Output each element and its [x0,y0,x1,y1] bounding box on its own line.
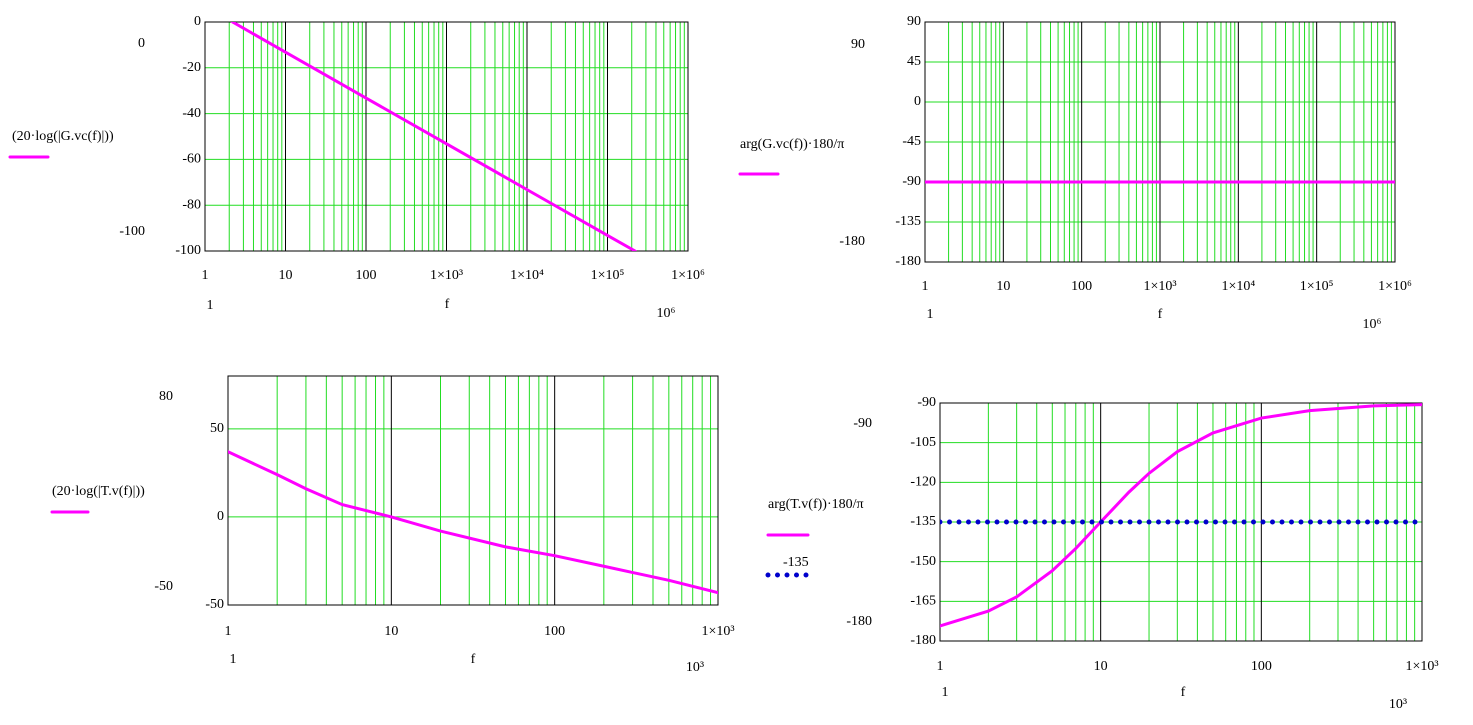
x-limit-label: 1 [942,685,949,700]
x-tick-label: 1×10³ [430,268,463,283]
y-tick-label: -40 [182,106,201,121]
x-tick-label: 100 [1071,279,1092,294]
x-tick-label: 1×10⁵ [591,268,625,283]
x-limit-label: 10⁶ [1363,317,1382,332]
x-tick-label: 1×10³ [1405,659,1438,674]
y-limit-label: 0 [138,36,145,51]
y-limit-label: -100 [119,224,145,239]
x-axis-label: f [445,297,450,312]
y-tick-label: -135 [910,514,936,529]
y-tick-label: -90 [917,395,936,410]
y-tick-label: -80 [182,197,201,212]
x-tick-label: 1 [202,268,209,283]
y-tick-label: 45 [907,54,921,69]
y-tick-label: -100 [175,243,201,258]
x-axis-label: f [1181,685,1186,700]
x-limit-label: 10³ [1389,697,1407,712]
plot-frame [924,21,1396,263]
y-tick-label: -20 [182,60,201,75]
y-tick-label: -90 [902,174,921,189]
x-limit-label: 10³ [686,660,704,675]
y-tick-label: -180 [910,633,936,648]
y-tick-label: -120 [910,475,936,490]
x-axis-label: f [471,652,476,667]
x-limit-label: 1 [230,652,237,667]
y-tick-label: 0 [217,509,224,524]
y-limit-label: -180 [846,614,872,629]
y-tick-label: 90 [907,14,921,29]
y-tick-label: 0 [914,94,921,109]
legend-label: arg(T.v(f))·180/π [768,497,864,512]
x-tick-label: 10 [1094,659,1108,674]
x-tick-label: 1×10⁴ [510,268,544,283]
legend-label: (20·log(|T.v(f)|)) [52,484,145,499]
chart: -180 -165 -150 -135 -120 -105 -90 1 10 100 1×10³ ar… [765,395,1439,712]
legend-label: -135 [783,555,809,570]
y-limit-label: 80 [159,389,173,404]
legend-label: (20·log(|G.vc(f)|)) [12,129,114,144]
x-tick-label: 1×10³ [1143,279,1176,294]
y-tick-label: -165 [910,594,936,609]
y-tick-label: 50 [210,421,224,436]
y-limit-label: -90 [853,416,872,431]
x-tick-label: 1 [937,659,944,674]
y-tick-label: -50 [205,597,224,612]
x-limit-label: 10⁶ [657,306,676,321]
y-tick-label: -60 [182,152,201,167]
y-tick-label: 0 [194,14,201,29]
y-tick-label: -45 [902,134,921,149]
x-tick-label: 100 [1251,659,1272,674]
x-tick-label: 10 [279,268,293,283]
x-tick-label: 1×10⁴ [1221,279,1255,294]
y-limit-label: 90 [851,37,865,52]
y-limit-label: -180 [839,234,865,249]
legend-label: arg(G.vc(f))·180/π [740,137,844,152]
x-tick-label: 100 [356,268,377,283]
x-tick-label: 100 [544,624,565,639]
y-tick-label: -150 [910,554,936,569]
y-tick-label: -105 [910,435,936,450]
chart: -50 0 50 1 10 100 1×10³ (20·log(|T.v(f)|)) -50 80… [50,375,735,675]
y-tick-label: -135 [895,214,921,229]
data-line [940,403,1422,628]
x-tick-label: 1 [922,279,929,294]
plot-frame [204,21,689,252]
x-axis-label: f [1158,307,1163,322]
plot-frame [227,375,719,606]
x-limit-label: 1 [207,298,214,313]
x-tick-label: 1×10⁶ [1378,279,1412,294]
x-limit-label: 1 [927,307,934,322]
x-tick-label: 1×10⁶ [671,268,705,283]
x-tick-label: 1 [225,624,232,639]
x-tick-label: 10 [384,624,398,639]
data-line [231,22,637,251]
chart: -180 -135 -90 -45 0 45 90 1 10 100 1×10³ 1×10⁴ 1×10⁵… [738,14,1412,332]
y-tick-label: -180 [895,254,921,269]
y-limit-label: -50 [154,579,173,594]
x-tick-label: 10 [996,279,1010,294]
x-tick-label: 1×10⁵ [1300,279,1334,294]
data-line [228,450,718,595]
x-tick-label: 1×10³ [701,624,734,639]
